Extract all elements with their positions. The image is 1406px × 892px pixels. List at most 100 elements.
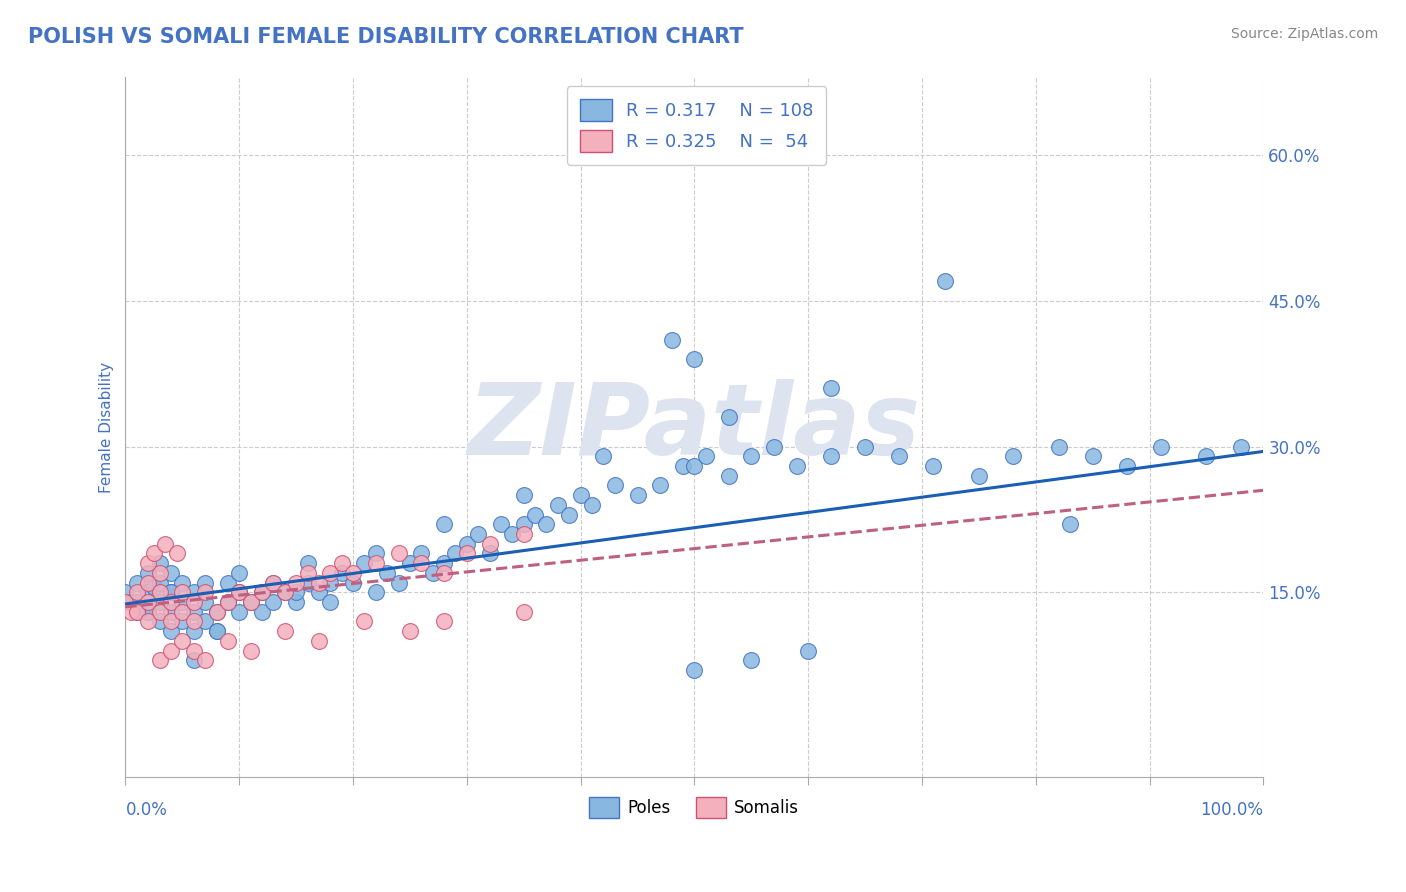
Point	[308, 633, 330, 648]
Point	[683, 663, 706, 677]
Point	[285, 595, 308, 609]
Point	[136, 605, 159, 619]
Point	[114, 585, 136, 599]
Point	[308, 585, 330, 599]
Point	[683, 352, 706, 367]
Point	[797, 643, 820, 657]
Text: 100.0%: 100.0%	[1201, 801, 1264, 819]
Point	[274, 624, 297, 639]
Point	[922, 458, 945, 473]
Point	[172, 595, 194, 609]
Point	[740, 450, 762, 464]
Point	[717, 410, 740, 425]
Point	[375, 566, 398, 580]
Point	[297, 575, 319, 590]
Point	[166, 546, 188, 560]
Point	[581, 498, 603, 512]
Point	[433, 517, 456, 532]
Point	[217, 575, 239, 590]
Point	[512, 605, 534, 619]
Point	[672, 458, 695, 473]
Point	[399, 624, 422, 639]
Point	[387, 546, 409, 560]
Point	[467, 527, 489, 541]
Point	[319, 595, 342, 609]
Point	[120, 605, 142, 619]
Point	[183, 585, 205, 599]
Point	[1081, 450, 1104, 464]
Point	[319, 566, 342, 580]
Point	[364, 556, 387, 570]
Point	[1150, 440, 1173, 454]
Point	[125, 575, 148, 590]
Point	[172, 585, 194, 599]
Point	[934, 275, 956, 289]
Point	[262, 575, 284, 590]
Point	[1001, 450, 1024, 464]
Point	[205, 605, 228, 619]
Text: 0.0%: 0.0%	[125, 801, 167, 819]
Point	[120, 595, 142, 609]
Point	[683, 458, 706, 473]
Point	[205, 624, 228, 639]
Point	[149, 605, 172, 619]
Point	[125, 605, 148, 619]
Point	[603, 478, 626, 492]
Point	[547, 498, 569, 512]
Point	[364, 546, 387, 560]
Point	[422, 566, 444, 580]
Point	[262, 595, 284, 609]
Point	[160, 566, 183, 580]
Point	[172, 615, 194, 629]
Point	[274, 585, 297, 599]
Point	[820, 381, 842, 395]
Point	[142, 546, 165, 560]
Point	[489, 517, 512, 532]
Point	[160, 585, 183, 599]
Point	[308, 575, 330, 590]
Point	[250, 605, 273, 619]
Point	[512, 517, 534, 532]
Point	[444, 546, 467, 560]
Point	[183, 605, 205, 619]
Point	[285, 585, 308, 599]
Point	[149, 595, 172, 609]
Point	[1047, 440, 1070, 454]
Point	[172, 605, 194, 619]
Point	[717, 468, 740, 483]
Point	[399, 556, 422, 570]
Point	[297, 566, 319, 580]
Point	[889, 450, 911, 464]
Point	[239, 643, 262, 657]
Point	[205, 605, 228, 619]
Y-axis label: Female Disability: Female Disability	[100, 361, 114, 492]
Point	[217, 595, 239, 609]
Point	[136, 575, 159, 590]
Point	[155, 537, 177, 551]
Point	[411, 556, 433, 570]
Point	[353, 556, 375, 570]
Point	[695, 450, 717, 464]
Point	[149, 585, 172, 599]
Point	[205, 624, 228, 639]
Point	[228, 585, 250, 599]
Point	[149, 556, 172, 570]
Point	[1115, 458, 1137, 473]
Point	[172, 575, 194, 590]
Point	[1059, 517, 1081, 532]
Point	[524, 508, 547, 522]
Point	[217, 595, 239, 609]
Point	[114, 595, 136, 609]
Point	[330, 556, 353, 570]
Point	[433, 566, 456, 580]
Point	[228, 605, 250, 619]
Point	[763, 440, 786, 454]
Point	[411, 546, 433, 560]
Point	[274, 585, 297, 599]
Point	[569, 488, 592, 502]
Point	[285, 575, 308, 590]
Point	[661, 333, 683, 347]
Point	[136, 615, 159, 629]
Point	[297, 556, 319, 570]
Point	[194, 575, 217, 590]
